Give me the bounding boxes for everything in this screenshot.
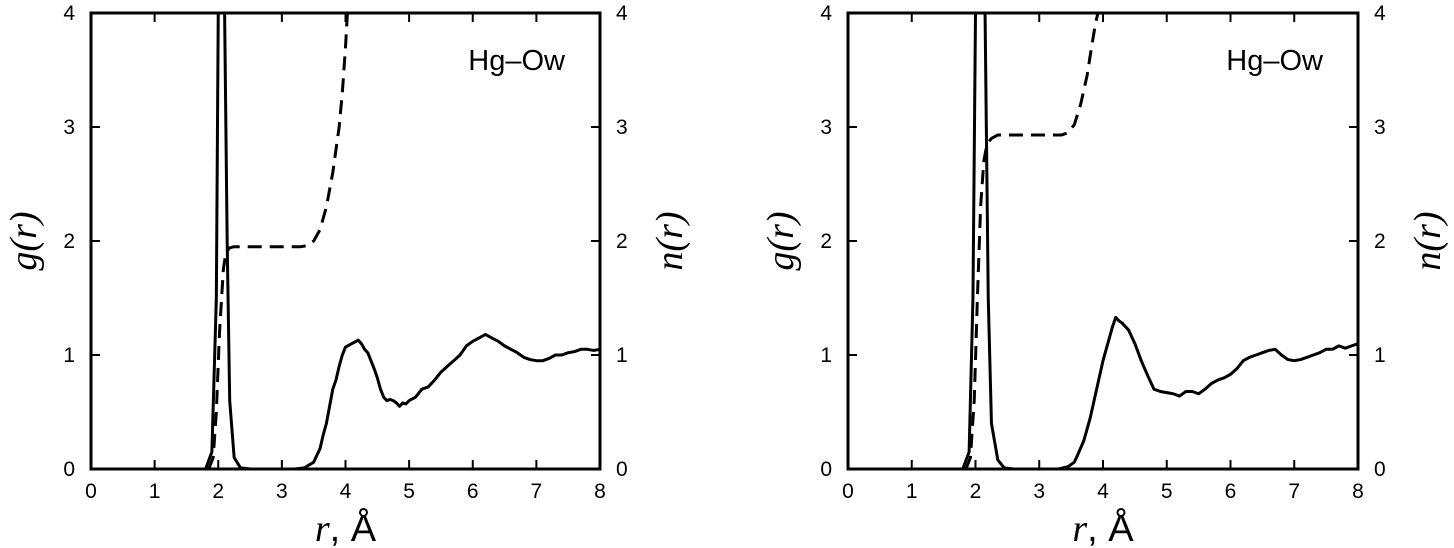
series-line-g (91, 13, 600, 469)
x-tick-label: 3 (1033, 480, 1045, 503)
y-tick-label: 4 (820, 2, 832, 25)
x-tick-label: 2 (970, 480, 982, 503)
plot-frame (846, 11, 1360, 471)
y2-tick-label: 3 (1374, 116, 1386, 139)
series-line-n (207, 13, 349, 469)
x-tick-label: 5 (403, 480, 415, 503)
y-tick-label: 4 (63, 2, 75, 25)
x-tick-label: 8 (1352, 480, 1364, 503)
y-tick-label: 0 (820, 458, 832, 481)
x-tick-label: 8 (594, 480, 606, 503)
y2-tick-label: 1 (616, 344, 628, 367)
x-tick-label: 2 (212, 480, 224, 503)
x-axis-title: r, Å (315, 506, 377, 548)
y-tick-label: 2 (63, 230, 75, 253)
y2-axis-title: n(r) (1407, 211, 1449, 270)
series-line-g (848, 13, 1358, 469)
x-axis-title: r, Å (1072, 506, 1134, 548)
chart-annotation: Hg–Ow (1226, 45, 1324, 77)
x-tick-label: 0 (85, 480, 97, 503)
x-tick-label: 3 (276, 480, 288, 503)
x-tick-label: 1 (149, 480, 161, 503)
x-tick-label: 4 (1097, 480, 1109, 503)
y-axis-title: g(r) (760, 211, 802, 270)
x-tick-label: 6 (467, 480, 479, 503)
chart-annotation: Hg–Ow (468, 45, 566, 77)
y2-tick-label: 4 (1374, 2, 1386, 25)
x-tick-label: 7 (1288, 480, 1300, 503)
y2-axis-title: n(r) (649, 211, 691, 270)
x-tick-label: 0 (842, 480, 854, 503)
x-tick-label: 4 (340, 480, 352, 503)
x-tick-label: 5 (1161, 480, 1173, 503)
series-line-n (964, 13, 1100, 469)
y2-tick-label: 3 (616, 116, 628, 139)
y-tick-label: 2 (820, 230, 832, 253)
plot-frame (89, 11, 602, 471)
y2-tick-label: 2 (1374, 230, 1386, 253)
y-tick-label: 1 (63, 344, 75, 367)
y2-tick-label: 1 (1374, 344, 1386, 367)
y-axis-title: g(r) (3, 211, 45, 270)
x-tick-label: 6 (1225, 480, 1237, 503)
y2-tick-label: 2 (616, 230, 628, 253)
x-tick-label: 7 (531, 480, 543, 503)
y2-tick-label: 4 (616, 2, 628, 25)
y-tick-label: 3 (63, 116, 75, 139)
x-tick-label: 1 (906, 480, 918, 503)
y-tick-label: 0 (63, 458, 75, 481)
y2-tick-label: 0 (1374, 458, 1386, 481)
y-tick-label: 3 (820, 116, 832, 139)
y2-tick-label: 0 (616, 458, 628, 481)
y-tick-label: 1 (820, 344, 832, 367)
